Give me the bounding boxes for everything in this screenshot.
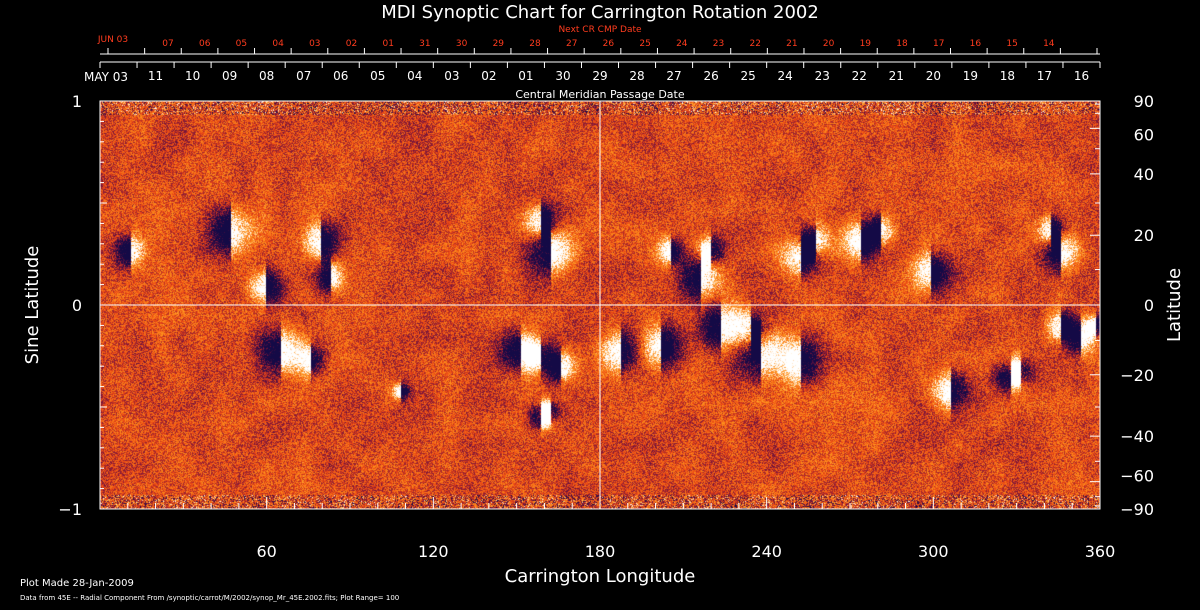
next-cr-date-label: 19 (860, 39, 872, 49)
top-axis-label: Central Meridian Passage Date (515, 88, 684, 101)
bottom-axis-ticks: 60 120 180 240 300 360 (127, 497, 1116, 561)
next-cr-date-label: 04 (272, 39, 284, 49)
next-cr-date-label: 01 (382, 39, 393, 49)
y-tick-label-right: 40 (1134, 165, 1154, 184)
y-tick-label-right: 20 (1134, 226, 1154, 245)
cmp-date-label: 22 (852, 69, 867, 83)
next-cr-start-label: JUN 03 (97, 35, 128, 45)
next-cr-date-label: 20 (823, 39, 835, 49)
y-tick-label-left: 1 (72, 92, 82, 111)
y-tick-label-right: 0 (1144, 296, 1154, 315)
cmp-date-label: 20 (926, 69, 941, 83)
cmp-date-label: 25 (741, 69, 756, 83)
next-cr-date-label: 24 (676, 39, 688, 49)
next-cr-date-label: 06 (199, 39, 211, 49)
y-tick-label-right: −20 (1120, 366, 1154, 385)
y-axis-label-left: Sine Latitude (22, 246, 43, 365)
cmp-date-label: 02 (481, 69, 496, 83)
next-cr-date-label: 21 (786, 39, 797, 49)
right-axis-ticks: 90 60 40 20 0 −20 −40 −60 −90 (1090, 92, 1154, 519)
cmp-date-label: 24 (778, 69, 793, 83)
x-tick-label: 360 (1085, 542, 1116, 561)
next-cr-date-label: 25 (639, 39, 650, 49)
next-cr-date-label: 02 (346, 39, 357, 49)
next-cr-date-label: 18 (896, 39, 908, 49)
plot-made-text: Plot Made 28-Jan-2009 (20, 578, 134, 589)
left-axis-ticks: −1 0 1 (58, 92, 110, 519)
cmp-date-label: 28 (629, 69, 644, 83)
cmp-date-label: 17 (1037, 69, 1052, 83)
cmp-start-label: MAY 03 (84, 70, 128, 84)
cmp-date-label: 03 (444, 69, 459, 83)
cmp-date-label: 06 (333, 69, 348, 83)
chart-title: MDI Synoptic Chart for Carrington Rotati… (381, 2, 819, 23)
next-cr-date-label: 07 (162, 39, 173, 49)
cmp-date-label: 30 (555, 69, 570, 83)
cmp-date-label: 04 (407, 69, 422, 83)
cmp-date-label: 01 (518, 69, 533, 83)
y-tick-label-left: −1 (58, 500, 82, 519)
cmp-date-label: 26 (703, 69, 718, 83)
next-cr-date-label: 26 (603, 39, 615, 49)
x-tick-label: 300 (918, 542, 949, 561)
x-tick-label: 240 (751, 542, 782, 561)
y-tick-label-right: −90 (1120, 500, 1154, 519)
next-cr-date-label: 31 (419, 39, 430, 49)
x-tick-label: 120 (418, 542, 449, 561)
cmp-date-label: 09 (222, 69, 237, 83)
cmp-date-label: 07 (296, 69, 311, 83)
cmp-date-label: 16 (1074, 69, 1089, 83)
x-axis-label: Carrington Longitude (505, 566, 696, 587)
y-axis-label-right: Latitude (1164, 268, 1185, 342)
next-cr-date-label: 14 (1043, 39, 1055, 49)
data-source-text: Data from 45E -- Radial Component From /… (20, 594, 400, 602)
cmp-date-label: 29 (592, 69, 607, 83)
x-tick-label: 180 (585, 542, 616, 561)
cmp-date-label: 18 (1000, 69, 1015, 83)
cmp-date-label: 23 (815, 69, 830, 83)
next-cr-date-label: 23 (713, 39, 724, 49)
next-cr-date-label: 16 (970, 39, 982, 49)
cmp-date-label: 27 (666, 69, 681, 83)
next-cr-date-label: 15 (1006, 39, 1017, 49)
x-tick-label: 60 (256, 542, 276, 561)
y-tick-label-left: 0 (72, 296, 82, 315)
next-cr-date-label: 27 (566, 39, 577, 49)
next-cr-date-label: 22 (749, 39, 760, 49)
cmp-date-label: 21 (889, 69, 904, 83)
cmp-date-label: 05 (370, 69, 385, 83)
cmp-ticks: 11 10 09 08 07 06 05 04 03 02 01 30 29 28 27 26 25 24 23 22… (99, 62, 1101, 83)
next-cr-date-label: 17 (933, 39, 944, 49)
y-tick-label-right: 60 (1134, 125, 1154, 144)
y-tick-label-right: −60 (1120, 467, 1154, 486)
next-cr-date-label: 05 (236, 39, 247, 49)
next-cr-label: Next CR CMP Date (558, 25, 642, 35)
next-cr-ticks: 07 06 05 04 03 02 01 31 30 29 28 27 26 25 24 23 22 21 20 19… (107, 39, 1098, 54)
cmp-date-label: 08 (259, 69, 274, 83)
next-cr-date-label: 30 (456, 39, 468, 49)
cmp-date-label: 10 (185, 69, 200, 83)
next-cr-date-label: 28 (529, 39, 541, 49)
cmp-date-label: 11 (148, 69, 163, 83)
y-tick-label-right: 90 (1134, 92, 1154, 111)
next-cr-date-label: 03 (309, 39, 320, 49)
next-cr-date-label: 29 (493, 39, 505, 49)
y-tick-label-right: −40 (1120, 427, 1154, 446)
cmp-date-label: 19 (963, 69, 978, 83)
